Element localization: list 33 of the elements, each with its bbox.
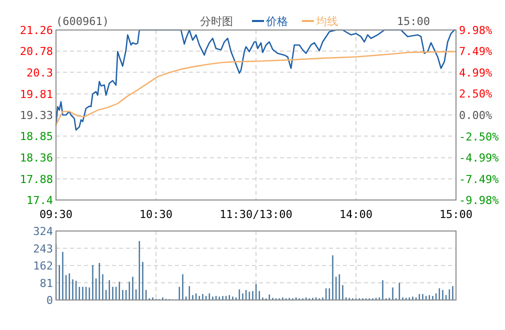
y2-tick-label: 9.98%: [459, 24, 492, 37]
y-tick-label: 21.26: [20, 24, 53, 37]
legend-label: 均线: [315, 15, 338, 28]
y2-tick-label: 4.99%: [459, 66, 492, 80]
x-tick-label: 15:00: [439, 208, 473, 221]
y-tick-label: 19.33: [20, 109, 53, 122]
y2-tick-label: -7.49%: [459, 172, 500, 186]
y-tick-label: 324: [33, 225, 54, 238]
y-tick-label: 19.81: [20, 88, 53, 101]
y-tick-label: 20.3: [26, 66, 53, 80]
y2-tick-label: 7.49%: [459, 45, 492, 58]
y2-tick-label: 2.50%: [459, 88, 492, 101]
text: 15:00: [396, 15, 430, 28]
x-tick-label: 09:30: [39, 208, 73, 221]
y2-tick-label: -2.50%: [459, 130, 500, 144]
y2-tick-label: -4.99%: [459, 152, 500, 164]
y-tick-label: 0: [46, 294, 53, 307]
y-tick-label: 162: [33, 260, 53, 272]
y2-tick-label: 0.00%: [459, 109, 492, 122]
y-tick-label: 18.36: [20, 152, 53, 165]
x-tick-label: 14:00: [339, 208, 373, 221]
x-tick-label: 10:30: [139, 208, 173, 221]
y-tick-label: 81: [40, 276, 53, 290]
chart-title: (600961): [56, 15, 109, 28]
y-tick-label: 17.4: [26, 194, 54, 207]
y-tick-label: 20.78: [20, 45, 53, 58]
chart-subtitle: 分时图: [200, 15, 233, 28]
y-tick-label: 17.88: [20, 172, 53, 186]
y-tick-label: 243: [33, 242, 53, 256]
y-tick-label: 18.85: [20, 130, 53, 144]
legend-label: 价格: [265, 15, 288, 28]
y2-tick-label: -9.98%: [459, 194, 500, 207]
x-tick-label: 11:30/13:00: [220, 208, 292, 221]
